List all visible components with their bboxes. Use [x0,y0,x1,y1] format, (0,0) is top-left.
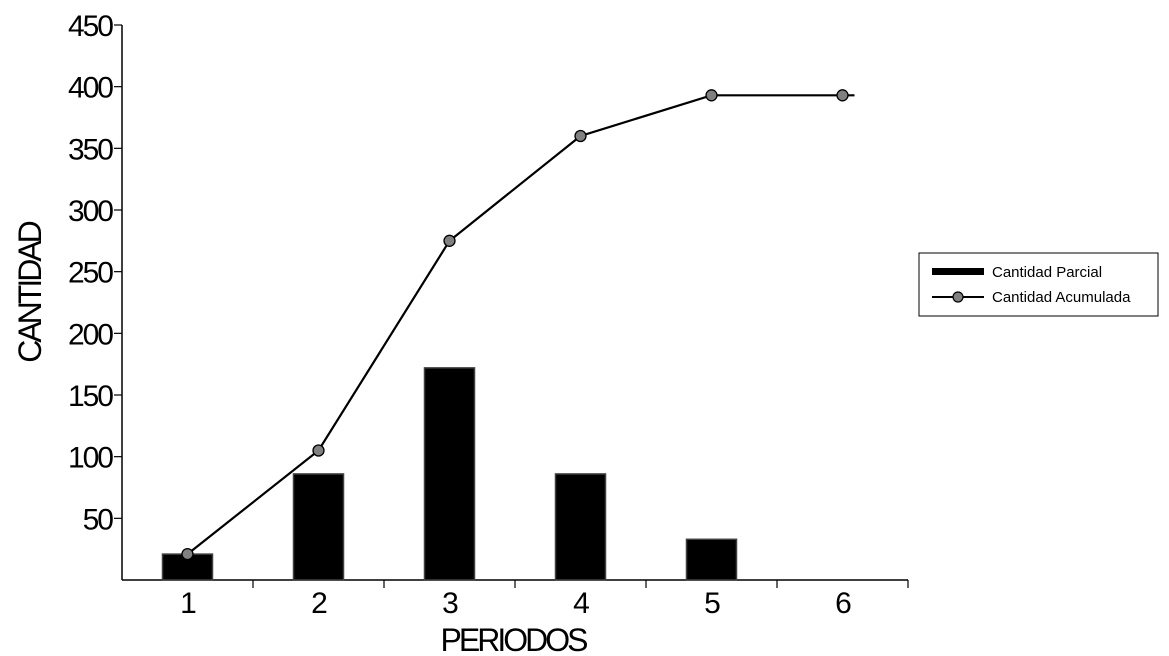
x-axis-title: PERIODOS [441,622,588,656]
line-point-2 [312,444,325,457]
y-tick-label-450: 450 [68,10,113,43]
x-tick-label-1: 1 [180,587,196,620]
y-tick-label-250: 250 [68,257,113,290]
bar-2 [292,473,345,581]
line-path-cantidad-acumulada [186,94,855,555]
y-tick-label-50: 50 [83,503,114,536]
x-tick-label-5: 5 [704,587,720,620]
legend-label-cantidad-acumulada: Cantidad Acumulada [992,289,1131,306]
y-tick-label-350: 350 [68,133,113,166]
line-point-6 [836,89,849,102]
legend-label-cantidad-parcial: Cantidad Parcial [992,264,1102,281]
bar-4 [554,473,607,581]
y-tick-label-100: 100 [68,442,113,475]
axes [121,25,908,581]
legend: Cantidad Parcial Cantidad Acumulada [918,252,1159,317]
y-tick-label-300: 300 [68,195,113,228]
line-point-4 [574,129,587,143]
x-tick-label-4: 4 [573,587,589,620]
y-tick-label-150: 150 [68,380,113,413]
line-point-5 [705,89,718,102]
y-tick-label-200: 200 [68,318,113,351]
x-axis-ticks: 1 2 3 4 5 6 [180,580,909,620]
y-axis-ticks: 50 100 150 200 250 300 350 400 450 [68,10,122,536]
bar-series [161,367,738,581]
y-tick-label-400: 400 [68,72,113,105]
bar-5 [685,538,738,581]
y-axis-title: CANTIDAD [12,221,48,362]
x-tick-label-3: 3 [442,587,458,620]
x-tick-label-2: 2 [311,587,327,620]
line-point-1 [181,547,194,561]
bar-3 [423,367,476,581]
legend-swatch-cantidad-acumulada-marker [952,291,964,303]
line-point-3 [443,234,456,247]
line-series [181,89,855,561]
legend-box [918,252,1159,317]
legend-swatch-cantidad-parcial [932,268,984,275]
x-tick-label-6: 6 [835,587,851,620]
